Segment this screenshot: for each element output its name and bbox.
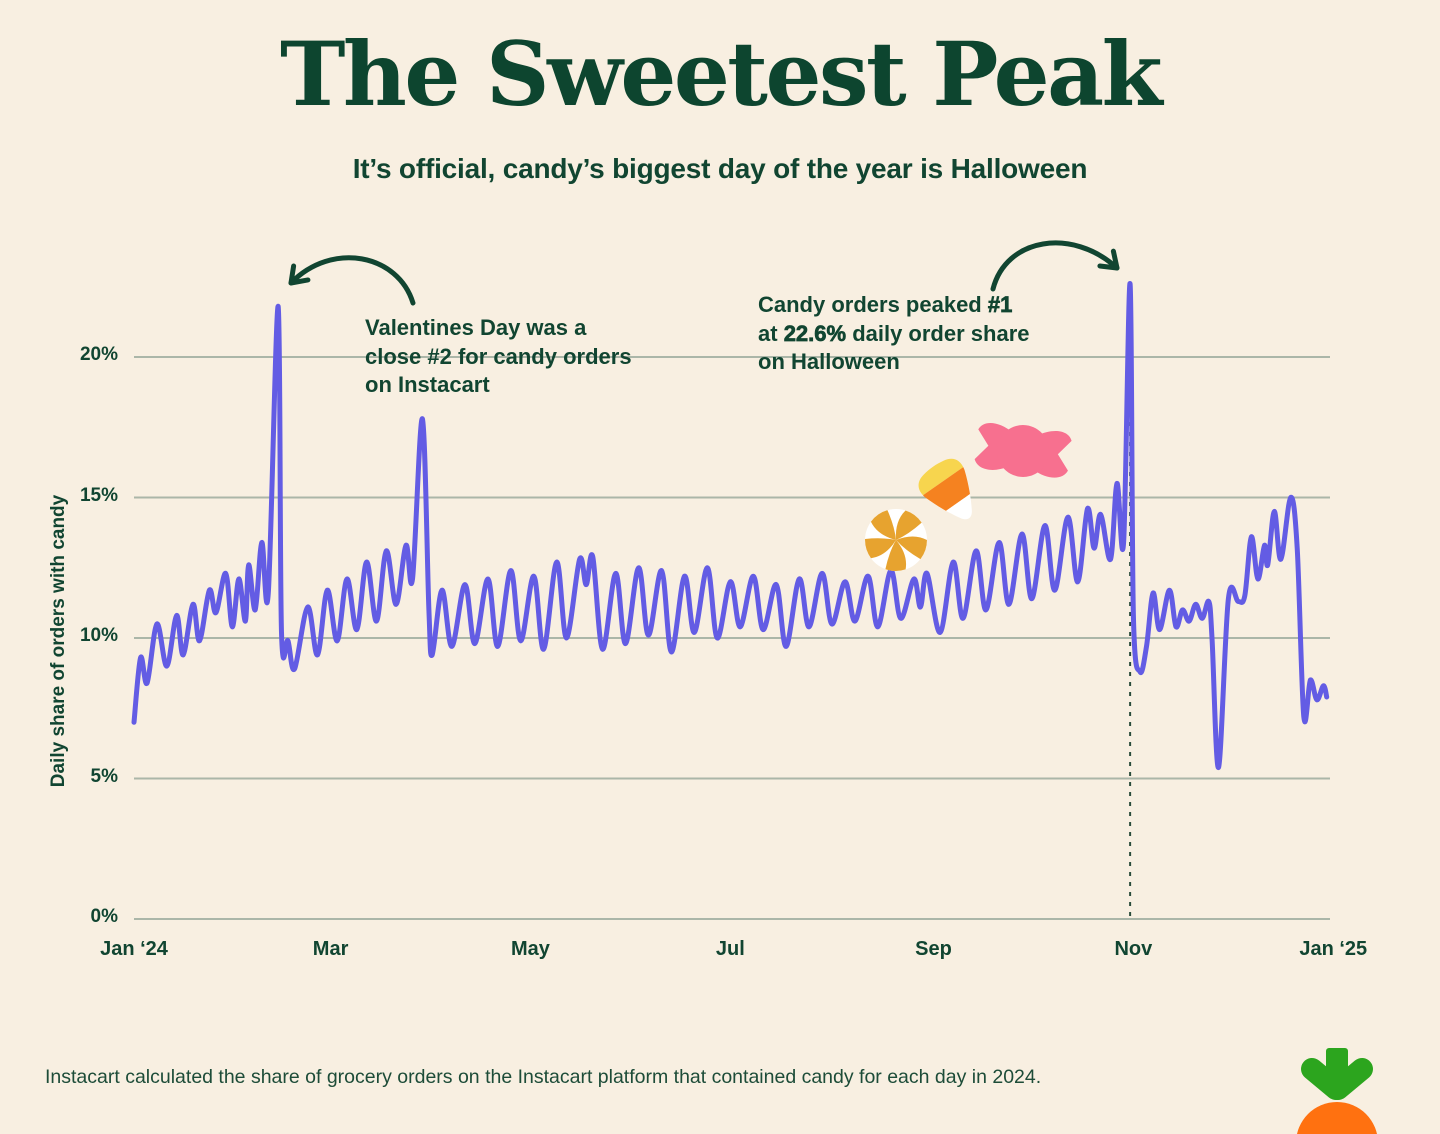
peppermint-candy-icon xyxy=(865,509,927,571)
y-tick-label: 10% xyxy=(79,625,118,646)
peppermint-blade xyxy=(895,510,922,540)
x-tick-label: Jan ‘24 xyxy=(100,938,168,960)
footer-note: Instacart calculated the share of grocer… xyxy=(45,1066,1042,1088)
y-tick-label: 5% xyxy=(90,765,118,787)
annotation-line: on Instacart xyxy=(365,371,632,400)
annotation-text: on Instacart xyxy=(365,372,490,397)
annotation-emphasis: #1 xyxy=(987,292,1013,318)
page-title: The Sweetest Peak xyxy=(279,22,1163,126)
annotation-text: daily order share xyxy=(846,320,1030,346)
peppermint-blade xyxy=(870,510,896,540)
carrot-logo xyxy=(1297,1048,1377,1134)
y-tick-label: 15% xyxy=(79,484,118,506)
annotation-text: close #2 for candy orders xyxy=(365,343,632,369)
annotation-emphasis: 22.6% xyxy=(783,320,847,346)
annotation-line: at 22.6% daily order share xyxy=(758,320,1030,349)
peppermint-blade xyxy=(885,540,907,571)
x-tick-label: Sep xyxy=(915,938,952,960)
x-tick-label: Jul xyxy=(715,938,745,960)
annotation-line: Candy orders peaked #1 xyxy=(758,291,1030,320)
annotation-line: on Halloween xyxy=(758,348,1030,377)
candy-share-series xyxy=(131,281,1330,770)
y-axis-title: Daily share of orders with candy xyxy=(48,494,69,788)
annotation-text: at xyxy=(758,320,784,346)
x-tick-label: Mar xyxy=(312,938,349,960)
peppermint-blade xyxy=(865,538,896,559)
x-tick-label: Jan ‘25 xyxy=(1299,938,1368,960)
wrapped-candy-icon xyxy=(974,423,1072,478)
series-path xyxy=(131,281,1330,770)
annotation-text: on Halloween xyxy=(758,349,900,374)
y-tick-label: 20% xyxy=(79,344,118,365)
annotation-line: close #2 for candy orders xyxy=(365,343,632,372)
annotation-valentines: Valentines Day was a close #2 for candy o… xyxy=(365,314,632,400)
annotation-line: Valentines Day was a xyxy=(365,314,632,343)
annotation-text: Valentines Day was a xyxy=(365,315,587,340)
x-tick-label: Nov xyxy=(1114,938,1153,960)
annotation-text: Candy orders peaked xyxy=(758,292,988,317)
peppermint-blade xyxy=(896,536,927,560)
halloween-arrow xyxy=(990,240,1120,292)
y-tick-label: 0% xyxy=(90,906,118,927)
page-subtitle: It’s official, candy’s biggest day of th… xyxy=(352,153,1088,184)
valentines-arrow xyxy=(288,255,416,306)
x-tick-label: May xyxy=(511,938,550,960)
annotation-halloween: Candy orders peaked #1 at 22.6% daily ord… xyxy=(758,291,1030,377)
